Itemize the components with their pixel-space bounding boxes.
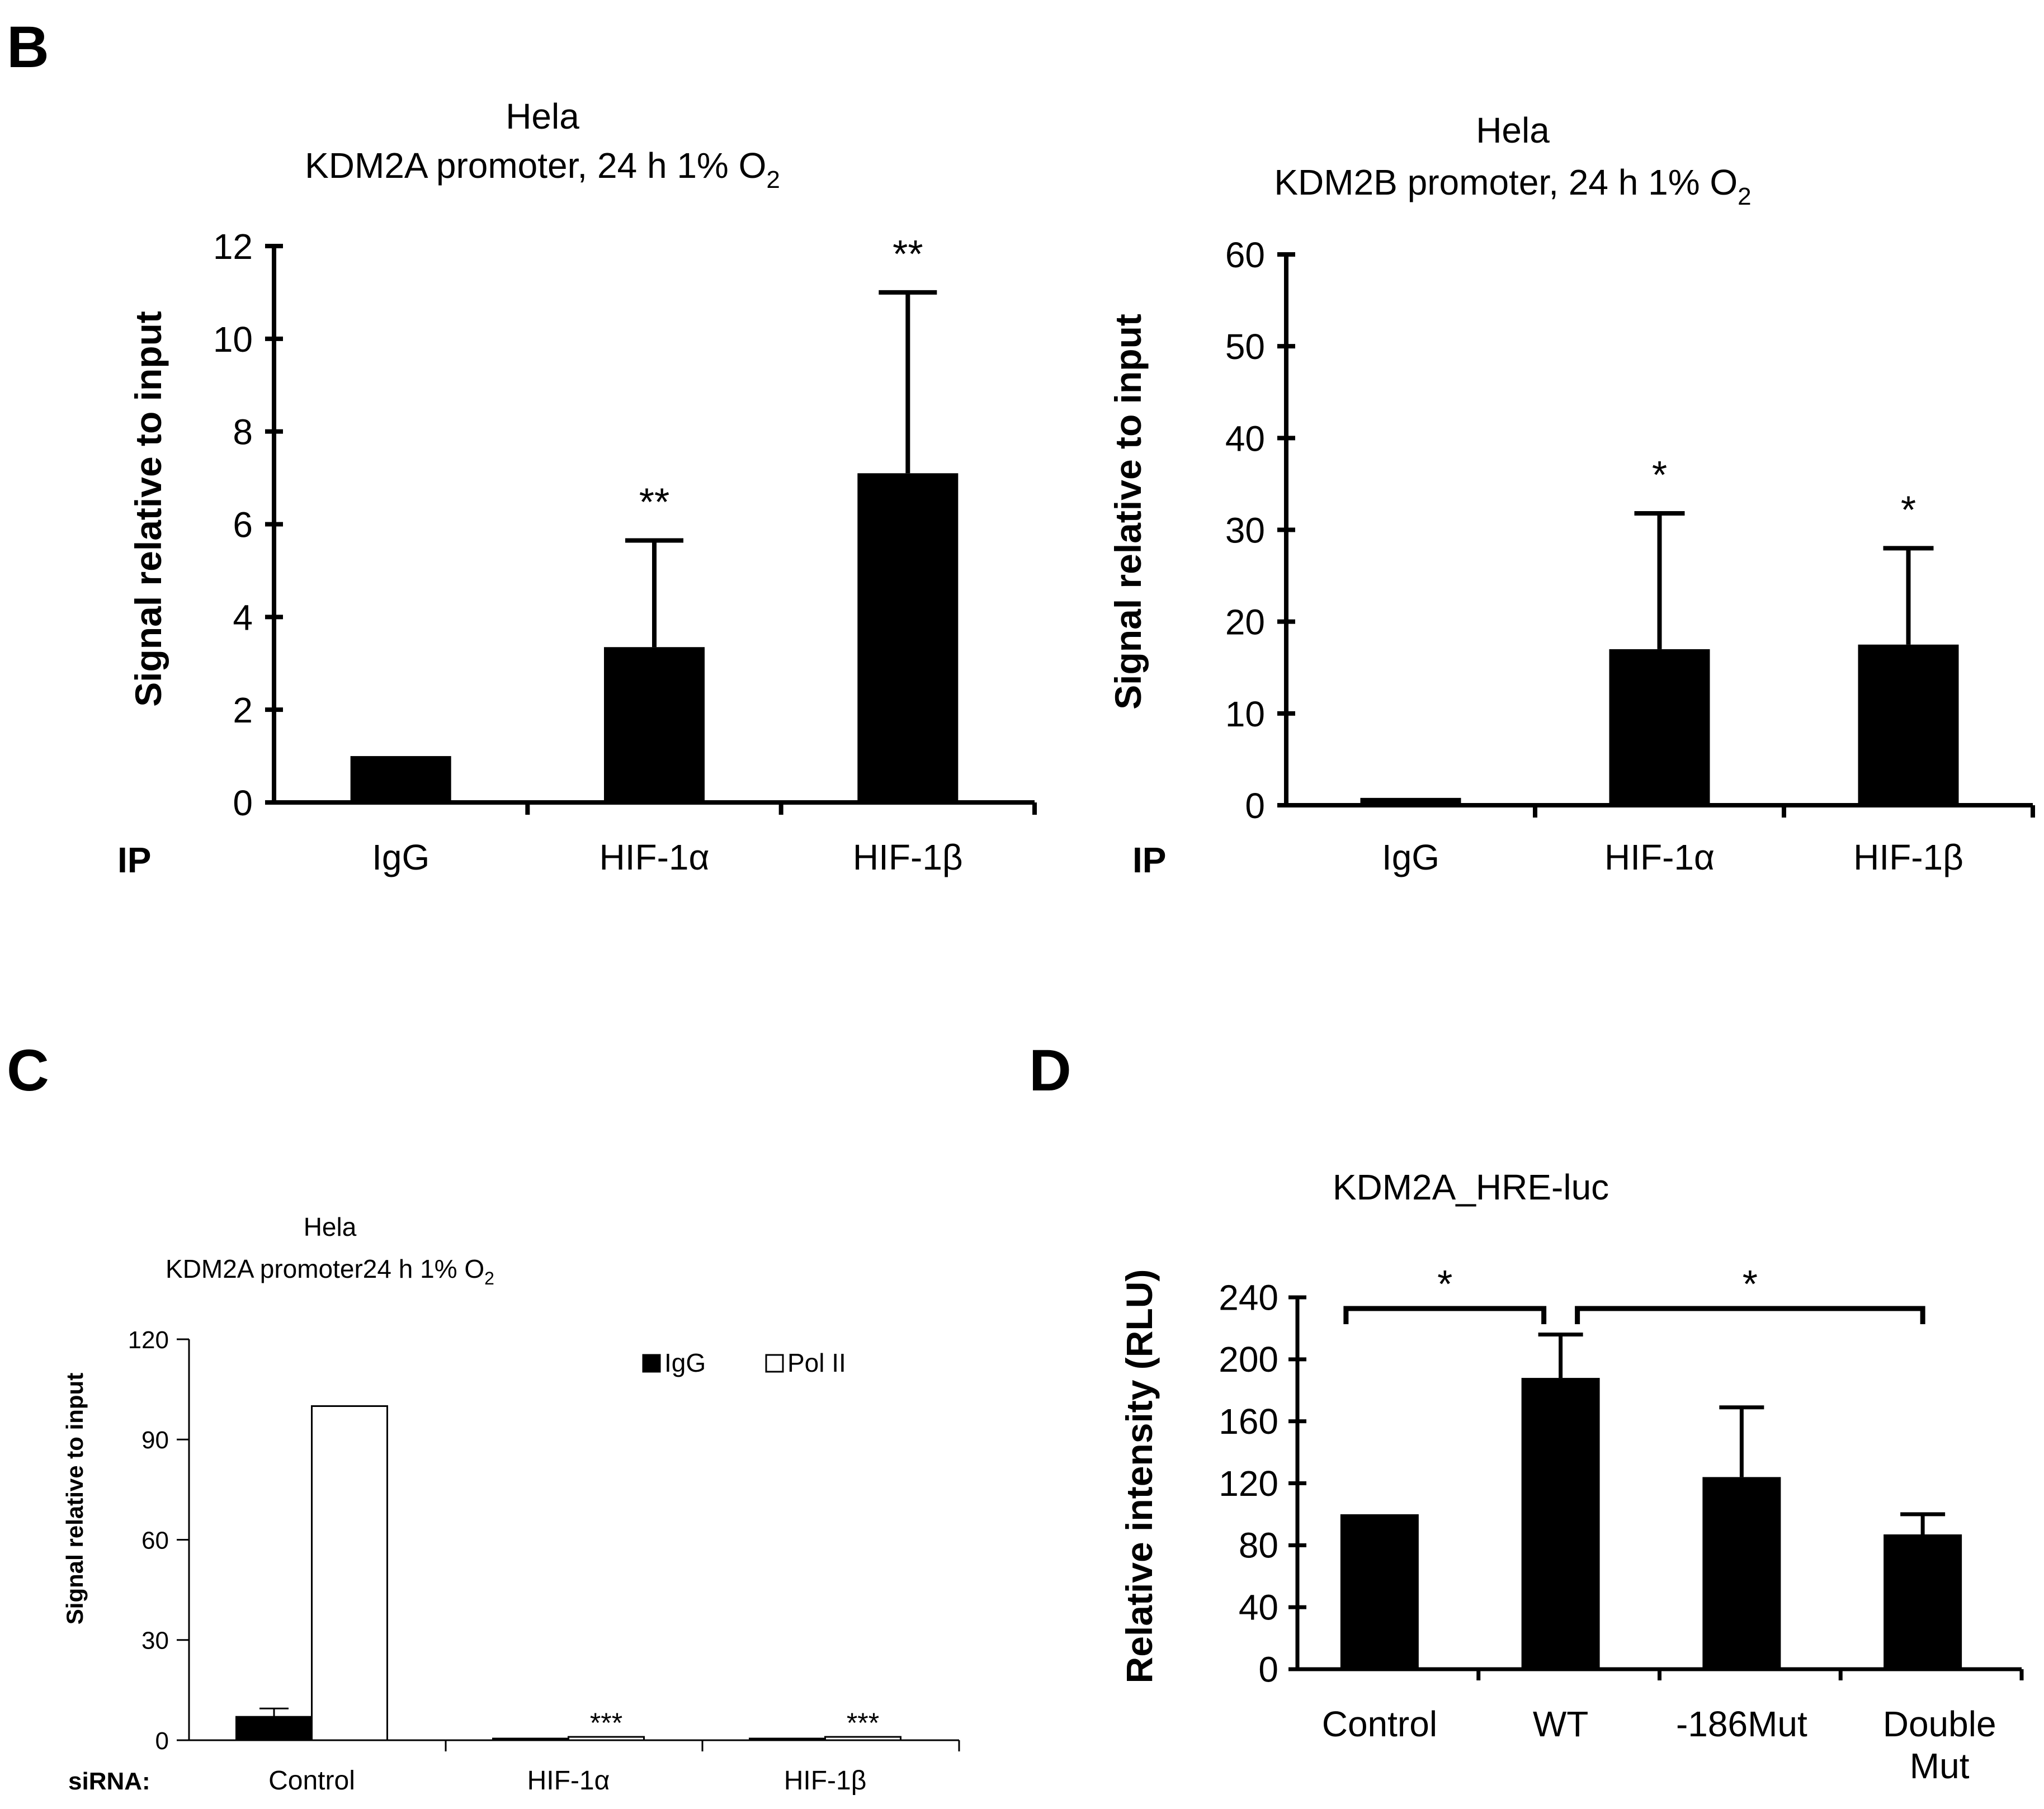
- y-tick-label: 0: [1258, 1649, 1278, 1689]
- y-tick-label: 40: [1239, 1587, 1278, 1627]
- y-tick-label: 6: [233, 505, 253, 545]
- x-category-label: Double: [1883, 1704, 1996, 1744]
- legend-label-pol-ii: Pol II: [787, 1348, 846, 1377]
- bar-igg: [749, 1737, 826, 1741]
- y-tick-label: 40: [1225, 418, 1265, 459]
- bar-pol-ii: [311, 1405, 388, 1741]
- chart-b-left: Hela KDM2A promoter, 24 h 1% O2 Signal r…: [117, 96, 1037, 880]
- significance-label: *: [1743, 1262, 1758, 1306]
- y-tick-label: 0: [155, 1727, 169, 1755]
- y-tick-label: 0: [233, 783, 253, 823]
- x-category-label: HIF-1α: [1604, 837, 1715, 877]
- chart-title-line2: KDM2A promoter24 h 1% O2: [166, 1254, 494, 1288]
- panel-label-d: D: [1029, 1038, 1071, 1103]
- significance-label: *: [1652, 453, 1667, 497]
- y-axis-label: Relative intensity (RLU): [1118, 1269, 1160, 1684]
- significance-bracket: [1575, 1306, 1925, 1324]
- y-tick-label: 10: [1225, 694, 1265, 734]
- bar-igg: [492, 1737, 569, 1741]
- x-category-label: Mut: [1910, 1746, 1970, 1786]
- bar: [1702, 1477, 1781, 1669]
- legend-swatch-igg: [642, 1354, 661, 1373]
- y-tick-label: 30: [1225, 511, 1265, 551]
- y-tick-label: 10: [213, 319, 253, 360]
- y-tick-label: 80: [1239, 1525, 1278, 1566]
- y-tick-label: 4: [233, 597, 253, 637]
- y-axis-label: Signal relative to input: [62, 1373, 88, 1624]
- bar: [1858, 644, 1959, 805]
- y-tick-label: 160: [1219, 1401, 1278, 1442]
- bar: [604, 647, 705, 802]
- x-category-label: HIF-1α: [527, 1766, 610, 1796]
- y-axis-label: Signal relative to input: [128, 311, 169, 707]
- chart-d: KDM2A_HRE-luc Relative intensity (RLU) 0…: [1118, 1167, 2024, 1786]
- x-category-label: HIF-1α: [599, 837, 710, 877]
- y-tick-label: 12: [213, 226, 253, 267]
- y-tick-label: 120: [128, 1326, 169, 1354]
- significance-label: **: [639, 480, 669, 524]
- chart-title-line1: Hela: [1476, 110, 1550, 150]
- bar: [1340, 1514, 1419, 1669]
- bar: [1609, 649, 1710, 805]
- chart-title: KDM2A_HRE-luc: [1333, 1167, 1609, 1207]
- y-tick-label: 60: [1225, 235, 1265, 275]
- legend-swatch-pol-ii: [765, 1354, 784, 1373]
- bar-igg: [235, 1716, 313, 1741]
- bar: [857, 473, 959, 802]
- chart-title-line1: Hela: [304, 1212, 357, 1241]
- chart-c: Hela KDM2A promoter24 h 1% O2 Signal rel…: [62, 1212, 960, 1796]
- y-tick-label: 120: [1219, 1463, 1278, 1504]
- significance-bracket: [1343, 1306, 1547, 1324]
- x-category-label: HIF-1β: [784, 1766, 867, 1796]
- significance-label: **: [893, 232, 923, 276]
- row-label-ip: IP: [117, 840, 151, 880]
- y-tick-label: 60: [141, 1527, 169, 1554]
- legend: IgG Pol II: [642, 1348, 846, 1377]
- y-tick-label: 30: [141, 1627, 169, 1655]
- x-category-label: Control: [1322, 1704, 1437, 1744]
- row-label-sirna: siRNA:: [68, 1768, 150, 1795]
- bar-pol-ii: [568, 1736, 645, 1741]
- x-category-label: WT: [1533, 1704, 1589, 1744]
- bar: [1360, 797, 1461, 805]
- y-tick-label: 50: [1225, 327, 1265, 367]
- y-tick-label: 20: [1225, 602, 1265, 643]
- chart-title-line2: KDM2B promoter, 24 h 1% O2: [1274, 162, 1751, 210]
- y-tick-label: 0: [1245, 786, 1265, 826]
- bar-pol-ii: [824, 1736, 901, 1741]
- bar: [1521, 1378, 1600, 1669]
- significance-label: *: [1437, 1262, 1452, 1306]
- x-category-label: IgG: [1382, 837, 1439, 877]
- legend-label-igg: IgG: [664, 1348, 706, 1377]
- x-category-label: HIF-1β: [853, 837, 963, 877]
- x-category-label: HIF-1β: [1853, 837, 1963, 877]
- y-tick-label: 8: [233, 412, 253, 452]
- x-category-label: Control: [268, 1766, 355, 1796]
- y-tick-label: 2: [233, 690, 253, 730]
- bar: [1883, 1534, 1962, 1669]
- y-tick-label: 90: [141, 1427, 169, 1454]
- chart-title-line1: Hela: [506, 96, 579, 136]
- significance-label: *: [1901, 488, 1916, 531]
- panel-label-b: B: [7, 15, 49, 80]
- panel-label-c: C: [7, 1038, 49, 1103]
- chart-b-right: Hela KDM2B promoter, 24 h 1% O2 Signal r…: [1107, 110, 2035, 880]
- chart-title-line2: KDM2A promoter, 24 h 1% O2: [305, 145, 780, 193]
- y-tick-label: 240: [1219, 1277, 1278, 1317]
- y-axis-label: Signal relative to input: [1107, 314, 1149, 710]
- row-label-ip: IP: [1132, 840, 1166, 880]
- x-category-label: -186Mut: [1676, 1704, 1807, 1744]
- x-category-label: IgG: [372, 837, 429, 877]
- y-tick-label: 200: [1219, 1339, 1278, 1380]
- significance-label: ***: [847, 1707, 879, 1739]
- significance-label: ***: [590, 1707, 622, 1739]
- bar: [350, 756, 451, 802]
